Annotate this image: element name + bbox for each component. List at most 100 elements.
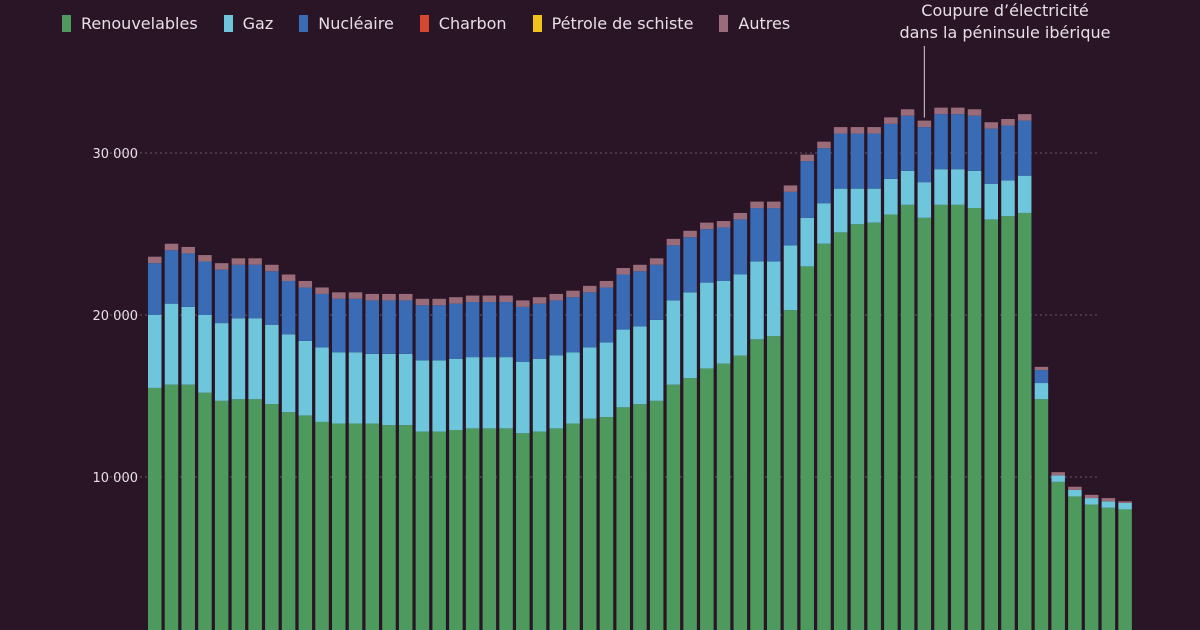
bar-segment-renouvelables <box>181 384 195 630</box>
bar-segment-renouvelables <box>767 336 781 630</box>
bar-segment-nucleaire <box>700 229 714 283</box>
bar-segment-nucleaire <box>716 227 731 281</box>
bar-segment-nucleaire <box>817 148 831 204</box>
bar-segment-nucleaire <box>465 302 480 358</box>
bar-segment-renouvelables <box>984 219 998 630</box>
bar-segment-renouvelables <box>348 423 363 630</box>
bar-stack <box>666 238 681 630</box>
bar-segment-autres <box>281 274 296 281</box>
bar-segment-renouvelables <box>934 204 948 630</box>
bar-segment-autres <box>265 264 279 272</box>
bar-segment-autres <box>365 293 379 301</box>
bar-stack <box>298 280 313 630</box>
bar-segment-renouvelables <box>432 431 446 630</box>
bar-segment-nucleaire <box>666 245 681 301</box>
bar-segment-nucleaire <box>449 303 463 359</box>
bar-stack <box>984 122 998 630</box>
bar-stack <box>315 287 329 630</box>
bar-segment-autres <box>198 255 212 262</box>
bar-segment-renouvelables <box>164 384 179 630</box>
bar-segment-nucleaire <box>984 128 998 184</box>
bar-segment-autres <box>900 109 915 116</box>
bar-segment-nucleaire <box>1034 370 1049 384</box>
bar-segment-gaz <box>181 306 195 385</box>
bar-segment-autres <box>649 258 664 265</box>
bar-segment-nucleaire <box>867 133 881 189</box>
bar-segment-nucleaire <box>967 115 982 171</box>
bar-segment-renouvelables <box>365 423 379 630</box>
bar-segment-nucleaire <box>549 300 564 356</box>
bar-stack <box>566 290 580 630</box>
bar-stack <box>532 297 547 630</box>
bar-segment-gaz <box>164 303 179 385</box>
bar-segment-renouvelables <box>1051 481 1065 630</box>
bar-segment-gaz <box>884 178 898 215</box>
bar-segment-gaz <box>1017 175 1032 213</box>
bar-segment-renouvelables <box>700 368 714 630</box>
bar-segment-autres <box>884 117 898 124</box>
bar-segment-gaz <box>967 170 982 209</box>
bar-segment-gaz <box>449 358 463 431</box>
bar-segment-gaz <box>415 360 430 432</box>
bar-segment-renouvelables <box>566 423 580 630</box>
bar-stack <box>1051 472 1065 630</box>
bar-stack <box>281 274 296 630</box>
bar-segment-nucleaire <box>767 208 781 262</box>
bar-segment-nucleaire <box>616 274 630 330</box>
bar-segment-gaz <box>566 352 580 424</box>
bar-segment-nucleaire <box>398 300 413 354</box>
legend-item-renouvelables: Renouvelables <box>62 14 198 33</box>
bar-segment-nucleaire <box>1017 120 1032 176</box>
bar-segment-renouvelables <box>783 310 798 630</box>
bar-segment-gaz <box>633 326 647 405</box>
bar-segment-autres <box>398 293 413 301</box>
bar-segment-gaz <box>532 358 547 432</box>
bar-stack <box>1068 486 1082 630</box>
bar-segment-autres <box>415 298 430 306</box>
bar-segment-renouvelables <box>214 400 229 630</box>
bar-segment-gaz <box>332 352 346 424</box>
bar-segment-gaz <box>800 217 814 267</box>
bar-segment-autres <box>532 297 547 304</box>
bar-stack <box>365 293 379 630</box>
bar-segment-autres <box>181 246 195 254</box>
bar-segment-autres <box>750 201 764 209</box>
bar-segment-nucleaire <box>951 114 965 170</box>
bar-stack <box>214 263 229 630</box>
bar-stack <box>1084 494 1099 630</box>
bar-segment-nucleaire <box>148 263 162 315</box>
bar-segment-nucleaire <box>900 115 915 171</box>
legend: Renouvelables Gaz Nucléaire Charbon Pétr… <box>62 14 816 33</box>
bar-stack <box>164 243 179 630</box>
bar-segment-nucleaire <box>365 300 379 354</box>
bar-segment-renouvelables <box>599 417 614 630</box>
bar-segment-gaz <box>348 352 363 424</box>
bar-stack <box>967 109 982 630</box>
bar-segment-autres <box>850 127 865 134</box>
bar-stack <box>783 185 798 630</box>
bar-stack <box>850 127 865 630</box>
bar-segment-nucleaire <box>265 271 279 325</box>
bar-stack <box>248 258 262 630</box>
bar-segment-nucleaire <box>633 271 647 327</box>
bar-segment-autres <box>332 292 346 299</box>
legend-label: Pétrole de schiste <box>551 14 694 33</box>
bar-stack <box>800 154 814 630</box>
bar-segment-renouvelables <box>951 204 965 630</box>
annotation-line: Coupure d’électricité <box>921 1 1089 20</box>
bar-segment-autres <box>1068 486 1082 490</box>
bar-segment-autres <box>767 201 781 209</box>
bar-segment-autres <box>700 222 714 230</box>
bar-segment-autres <box>164 243 179 251</box>
bar-segment-renouvelables <box>332 423 346 630</box>
bar-stack <box>833 127 848 630</box>
bar-segment-gaz <box>599 342 614 418</box>
bar-segment-autres <box>298 280 313 288</box>
bar-segment-gaz <box>482 357 497 429</box>
bar-stack <box>465 295 480 630</box>
bar-segment-autres <box>432 298 446 306</box>
bar-segment-gaz <box>465 357 480 429</box>
bar-segment-autres <box>465 295 480 303</box>
bar-segment-gaz <box>934 169 948 205</box>
bar-stack <box>231 258 246 630</box>
